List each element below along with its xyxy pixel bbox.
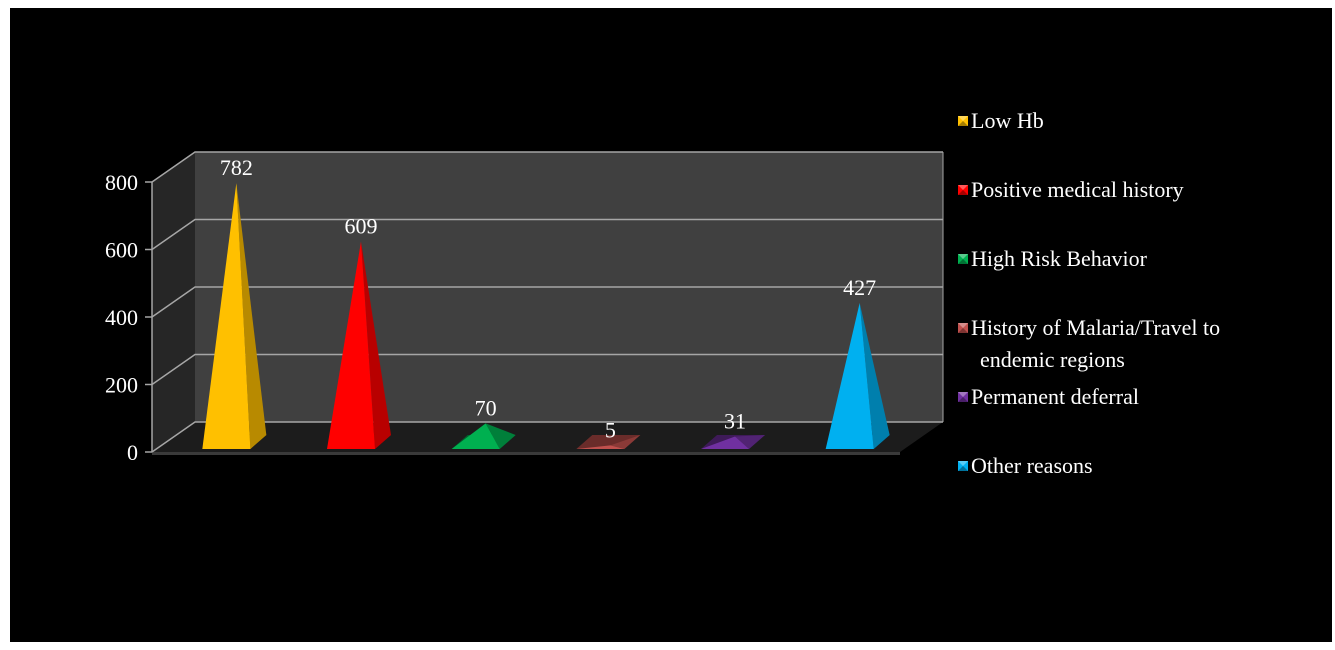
data-label: 782: [220, 155, 253, 180]
pyramid-front-face: [202, 183, 251, 449]
legend-swatch-shadow: [958, 190, 968, 195]
gridline: [151, 218, 943, 251]
floor-edge: [152, 452, 900, 455]
pyramid-bar: [202, 183, 267, 449]
pyramid-front-face: [701, 436, 749, 449]
pyramid-bar: [327, 241, 391, 449]
legend-item: Positive medical history: [958, 177, 1184, 202]
legend-label: Low Hb: [971, 108, 1044, 133]
legend-swatch-shadow: [958, 328, 968, 333]
pyramid-side-face: [361, 241, 391, 449]
legend-swatch-highlight: [958, 116, 968, 121]
data-label: 31: [724, 409, 746, 434]
legend-swatch-highlight: [958, 461, 968, 466]
legend-item: History of Malaria/Travel to endemic regi…: [958, 315, 1220, 372]
legend-swatch-highlight: [958, 323, 968, 328]
y-tick-label: 200: [105, 373, 138, 398]
legend-label: endemic regions: [980, 347, 1125, 372]
pyramid-side-face: [610, 435, 641, 449]
legend-label: Permanent deferral: [971, 384, 1139, 409]
legend-swatch-highlight: [958, 185, 968, 190]
data-label: 609: [345, 213, 378, 238]
legend-item: High Risk Behavior: [958, 246, 1148, 271]
legend-swatch-highlight: [958, 392, 968, 397]
legend-swatch-shadow: [958, 397, 968, 402]
chart: 0 200 400 600 800 782 609 70 5 31 427 Low Hb Posit…: [10, 8, 1332, 642]
pyramid-front-face: [451, 423, 500, 449]
legend-item: Permanent deferral: [958, 384, 1139, 409]
legend-item: Other reasons: [958, 453, 1093, 478]
pyramid-front-face: [576, 445, 625, 449]
legend-swatch-shadow: [958, 121, 968, 126]
legend-item: Low Hb: [958, 108, 1044, 133]
pyramid-front-face: [327, 241, 375, 449]
data-label: 427: [843, 275, 876, 300]
data-label: 70: [475, 395, 497, 420]
legend-label: Other reasons: [971, 453, 1093, 478]
pyramid-front-face: [825, 302, 874, 449]
gridline: [151, 353, 943, 386]
legend-label: Positive medical history: [971, 177, 1184, 202]
gridline: [151, 286, 943, 318]
pyramid-series: [202, 183, 890, 449]
legend-label: High Risk Behavior: [971, 246, 1148, 271]
pyramid-bar: [451, 423, 516, 449]
pyramid-bar: [576, 435, 641, 449]
y-tick-label: 400: [105, 305, 138, 330]
pyramid-side-face: [236, 183, 267, 449]
y-tick-label: 600: [105, 238, 138, 263]
data-label: 5: [605, 417, 616, 442]
gridlines: [151, 151, 943, 453]
y-tick-label: 0: [127, 440, 138, 465]
pyramid-side-face: [735, 435, 765, 449]
chart-walls: [152, 152, 943, 455]
floor: [152, 422, 943, 452]
pyramid-bar: [825, 302, 890, 449]
legend-swatch-shadow: [958, 466, 968, 471]
gridline: [151, 151, 943, 183]
legend-swatch-shadow: [958, 259, 968, 264]
legend: Low Hb Positive medical history High Risk …: [958, 108, 1220, 478]
y-axis: 0 200 400 600 800: [105, 152, 944, 465]
pyramid-side-face: [485, 423, 516, 449]
data-labels: 782 609 70 5 31 427: [220, 155, 876, 442]
pyramid-bar: [701, 435, 765, 449]
gridline: [151, 421, 943, 453]
pyramid-chart: 0 200 400 600 800 782 609 70 5 31 427 Low Hb Posit…: [105, 108, 1220, 478]
legend-label: History of Malaria/Travel to: [971, 315, 1220, 340]
pyramid-side-face: [859, 302, 890, 449]
legend-swatch-highlight: [958, 254, 968, 259]
y-tick-label: 800: [105, 170, 138, 195]
